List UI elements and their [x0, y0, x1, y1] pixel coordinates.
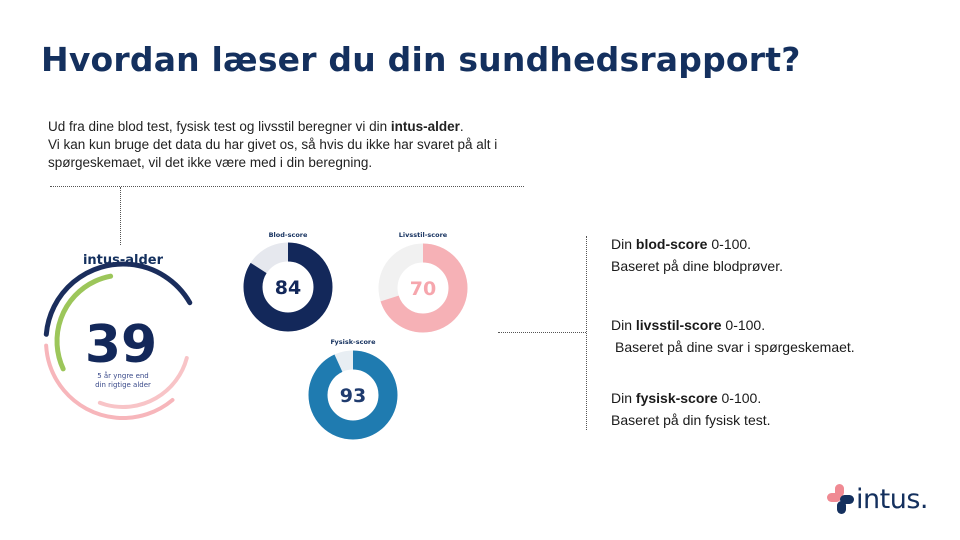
- intro-bold: intus-alder: [390, 119, 460, 134]
- explanation-prefix: Din: [611, 390, 636, 406]
- livsstil-score-donut: 70 Livsstil-score: [378, 231, 468, 333]
- livsstil-score-arc: [378, 243, 468, 333]
- explanation-suffix: 0-100.: [717, 390, 762, 406]
- explanation-line2: Baseret på dine svar i spørgeskemaet.: [615, 339, 855, 355]
- intus-logo-icon: [827, 484, 854, 514]
- intro-text: Ud fra dine blod test, fysisk test og li…: [48, 118, 538, 172]
- blod-score-donut: 84 Blod-score: [243, 231, 333, 332]
- fysisk-score-arc: [308, 350, 398, 440]
- age-gauge-inner-green-arc: [54, 272, 192, 410]
- fysisk-score-value: 93: [340, 385, 366, 407]
- explanation-prefix: Din: [611, 236, 636, 252]
- blod-score-value: 84: [275, 277, 301, 299]
- explanation-line2: Baseret på din fysisk test.: [611, 412, 771, 428]
- age-gauge-subtitle-2: din rigtige alder: [95, 381, 151, 389]
- dotted-divider-top: [50, 186, 524, 187]
- age-gauge-subtitle-1: 5 år yngre end: [97, 371, 149, 380]
- dotted-connector-left: [120, 187, 121, 245]
- intro-prefix: Ud fra dine blod test, fysisk test og li…: [48, 119, 391, 134]
- age-gauge-outer-navy-arc: [43, 261, 203, 421]
- age-gauge-inner-pink-arc: [55, 273, 191, 409]
- blod-score-arc: [243, 242, 333, 332]
- intro-line2: Vi kan kun bruge det data du har givet o…: [48, 137, 498, 170]
- dotted-bracket-right: [586, 236, 587, 430]
- explanation-prefix: Din: [611, 317, 636, 333]
- explanation-bold: fysisk-score: [635, 390, 718, 406]
- explanation-bold: livsstil-score: [635, 317, 722, 333]
- livsstil-score-value: 70: [410, 278, 436, 300]
- explanation-suffix: 0-100.: [721, 317, 766, 333]
- age-gauge-outer-pink-arc: [44, 262, 202, 420]
- explanation-line2: Baseret på dine blodprøver.: [611, 258, 783, 274]
- explanation-livsstil: Din livsstil-score 0-100. Baseret på din…: [611, 314, 855, 358]
- page-title: Hvordan læser du din sundhedsrapport?: [41, 40, 801, 79]
- fysisk-score-title: Fysisk-score: [330, 338, 376, 346]
- dotted-connector-right: [498, 332, 586, 333]
- intro-suffix: .: [459, 119, 464, 134]
- livsstil-score-title: Livsstil-score: [399, 231, 448, 239]
- intus-logo-text: intus.: [856, 484, 928, 515]
- explanation-bold: blod-score: [635, 236, 708, 252]
- fysisk-score-donut: 93 Fysisk-score: [308, 338, 398, 440]
- age-gauge-value: 39: [85, 315, 157, 375]
- explanation-fysisk: Din fysisk-score 0-100. Baseret på din f…: [611, 387, 771, 431]
- explanation-blod: Din blod-score 0-100. Baseret på dine bl…: [611, 233, 783, 277]
- explanation-suffix: 0-100.: [707, 236, 752, 252]
- blod-score-title: Blod-score: [269, 231, 308, 239]
